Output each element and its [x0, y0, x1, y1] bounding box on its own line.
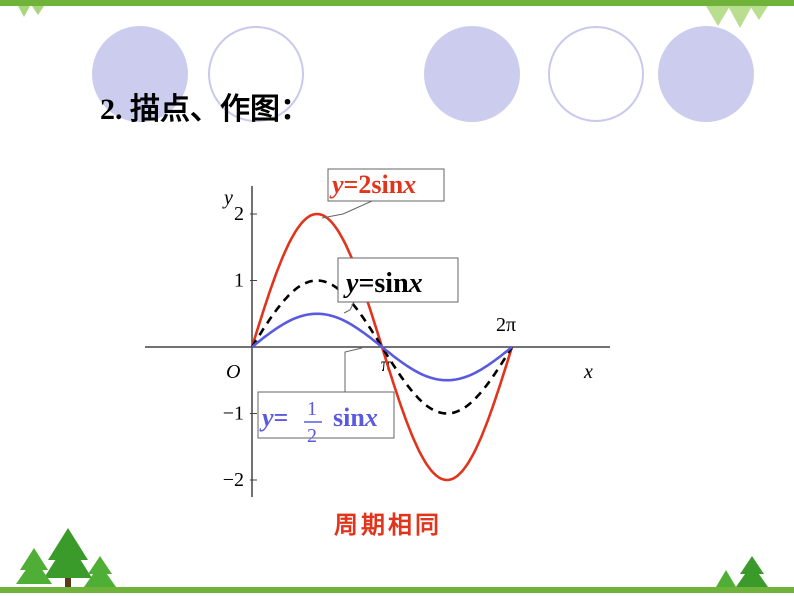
caption-same-period: 周期相同 — [334, 511, 442, 539]
fraction-denominator: 2 — [307, 425, 317, 447]
x-tick-label: π — [381, 354, 391, 376]
svg-text:y=sinx: y=sinx — [343, 268, 423, 299]
tree-icon — [716, 570, 736, 587]
decor-circle — [92, 26, 188, 122]
series-label-var: x — [364, 403, 378, 432]
tree-icon — [736, 556, 768, 587]
series-label-var: x — [408, 268, 423, 299]
leaf-icon — [728, 6, 752, 28]
y-tick-label: 2 — [234, 203, 244, 225]
tree-icon — [84, 556, 116, 587]
y-ticks: 2 1 −1 −2 — [223, 203, 257, 491]
y-tick-label: 1 — [234, 270, 244, 292]
leaf-icon — [32, 6, 44, 15]
y-tick-label: −2 — [223, 469, 244, 491]
x-tick-label: 2π — [496, 314, 516, 336]
svg-text:y=: y= — [259, 403, 288, 432]
series-label-eq: =sin — [358, 268, 409, 299]
series-label-var: y — [259, 403, 274, 432]
leaf-icon — [750, 6, 768, 20]
bottom-accent-bar — [0, 587, 794, 593]
series-label-eq: = — [274, 403, 289, 432]
y-axis-label: y — [222, 187, 233, 209]
x-axis-label: x — [583, 361, 593, 383]
decor-circle — [658, 26, 754, 122]
tree-icon — [44, 528, 92, 587]
series-line-2 — [251, 312, 513, 382]
decor-circle — [208, 26, 304, 122]
svg-text:sinx: sinx — [333, 403, 378, 432]
label-box-sin: y=sinx — [337, 257, 459, 314]
leaf-icon — [18, 6, 30, 17]
series-label-var: y — [329, 170, 344, 199]
fraction-numerator: 1 — [307, 398, 317, 420]
tree-icon — [16, 548, 52, 584]
series-label-var: x — [402, 170, 416, 199]
y-tick-label: −1 — [223, 403, 244, 425]
origin-label: O — [226, 361, 240, 383]
svg-text:y=2sinx: y=2sinx — [329, 170, 416, 199]
label-box-half-sin: y= 1 2 sinx — [257, 347, 395, 447]
x-ticks: π 2π — [381, 314, 516, 376]
series-label-eq: =2sin — [344, 170, 404, 199]
series-curves — [250, 212, 514, 482]
series-label-sin: sin — [333, 403, 365, 432]
decor-circle — [424, 26, 520, 122]
series-line-1 — [250, 279, 514, 415]
section-heading: 2. 描点、作图： — [100, 93, 310, 126]
leaf-icon — [706, 6, 730, 26]
top-accent-bar — [0, 0, 794, 6]
series-label-var: y — [343, 268, 359, 299]
label-box-2sin: y=2sinx — [321, 168, 445, 219]
decor-circle — [548, 26, 644, 122]
